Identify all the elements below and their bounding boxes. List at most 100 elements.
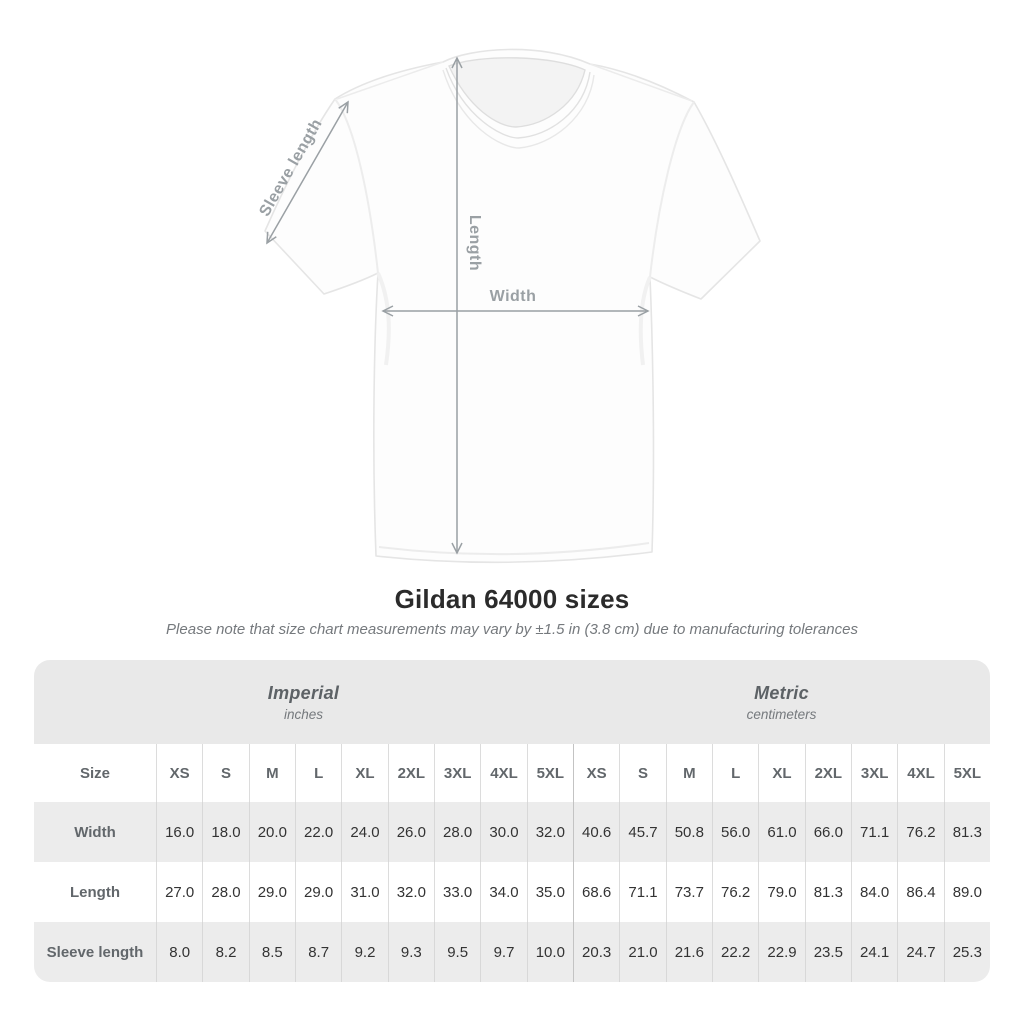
size-header-metric-l: L [711,744,759,802]
shoulder-seam-right [589,63,693,102]
width-imperial-xl: 24.0 [341,802,388,862]
fold-right [638,276,652,366]
size-header-imperial-s: S [202,744,249,802]
size-header-metric-s: S [619,744,666,802]
size-header-metric-5xl: 5XL [943,744,990,802]
width-imperial-m: 20.0 [248,802,295,862]
length-metric-3xl: 84.0 [850,862,898,922]
size-header-metric-xl: XL [758,744,805,802]
width-imperial-s: 18.0 [202,802,249,862]
sleeve-metric-2xl: 23.5 [804,922,851,982]
length-imperial-l: 29.0 [294,862,342,922]
size-header-imperial-5xl: 5XL [526,744,573,802]
row-label-sleeve-length: Sleeve length [34,922,156,982]
row-label-width: Width [34,802,156,862]
imperial-unit: inches [283,706,323,722]
sleeve-length-arrow [266,100,349,245]
sleeve-imperial-xl: 9.2 [341,922,388,982]
width-arrow [381,305,650,317]
sleeve-imperial-4xl: 9.7 [480,922,527,982]
width-metric-s: 45.7 [619,802,666,862]
sleeve-seam-right [649,101,695,278]
width-imperial-l: 22.0 [294,802,342,862]
size-header-imperial-xs: XS [156,744,203,802]
sleeve-metric-m: 21.6 [665,922,712,982]
imperial-title: Imperial [267,682,340,703]
sleeve-metric-3xl: 24.1 [850,922,898,982]
collar-opening [448,57,586,128]
sleeve-metric-4xl: 24.7 [897,922,944,982]
tshirt-measurement-diagram: Sleeve length Length Width [256,48,761,564]
metric-section-header: Metric centimeters [572,660,990,744]
length-metric-xs: 68.6 [572,862,620,922]
length-metric-xl: 79.0 [758,862,805,922]
size-header-metric-xs: XS [572,744,620,802]
sleeve-metric-xs: 20.3 [572,922,620,982]
length-imperial-5xl: 35.0 [526,862,573,922]
size-header-imperial-3xl: 3XL [433,744,481,802]
size-table: Imperial inches Metric centimeters Size … [34,660,990,982]
length-imperial-2xl: 32.0 [387,862,434,922]
width-metric-2xl: 66.0 [804,802,851,862]
width-imperial-3xl: 28.0 [433,802,481,862]
sleeve-metric-5xl: 25.3 [943,922,990,982]
width-imperial-2xl: 26.0 [387,802,434,862]
fold-left [376,272,391,366]
width-metric-xl: 61.0 [758,802,805,862]
size-header-metric-3xl: 3XL [850,744,898,802]
size-header-imperial-l: L [294,744,342,802]
width-metric-l: 56.0 [711,802,759,862]
sleeve-metric-xl: 22.9 [758,922,805,982]
length-imperial-3xl: 33.0 [433,862,481,922]
length-label: Length [466,215,483,271]
sleeve-imperial-l: 8.7 [294,922,342,982]
size-header-imperial-4xl: 4XL [480,744,527,802]
length-imperial-m: 29.0 [248,862,295,922]
width-metric-xs: 40.6 [572,802,620,862]
width-metric-m: 50.8 [665,802,712,862]
length-imperial-s: 28.0 [202,862,249,922]
size-header-imperial-xl: XL [341,744,388,802]
size-header-metric-m: M [665,744,712,802]
sleeve-imperial-s: 8.2 [202,922,249,982]
width-metric-4xl: 76.2 [897,802,944,862]
tshirt-body [264,48,761,564]
width-label: Width [490,288,537,305]
sleeve-imperial-xs: 8.0 [156,922,203,982]
collar-rib-2 [442,69,595,149]
length-metric-5xl: 89.0 [943,862,990,922]
size-header-metric-4xl: 4XL [897,744,944,802]
length-metric-m: 73.7 [665,862,712,922]
hem-stitch [378,542,650,556]
sleeve-metric-l: 22.2 [711,922,759,982]
sleeve-imperial-3xl: 9.5 [433,922,481,982]
width-imperial-xs: 16.0 [156,802,203,862]
sleeve-seam-left [334,98,379,274]
imperial-section-header: Imperial inches [34,660,573,744]
length-metric-4xl: 86.4 [897,862,944,922]
width-imperial-4xl: 30.0 [480,802,527,862]
tshirt-graphic: Sleeve length Length Width [256,48,761,564]
row-label-length: Length [34,862,156,922]
length-imperial-xl: 31.0 [341,862,388,922]
page-title: Gildan 64000 sizes [394,584,630,614]
metric-title: Metric [754,682,809,703]
length-arrow [451,56,463,555]
width-imperial-5xl: 32.0 [526,802,573,862]
width-metric-5xl: 81.3 [943,802,990,862]
sleeve-imperial-m: 8.5 [248,922,295,982]
tolerance-note: Please note that size chart measurements… [166,621,858,638]
length-metric-2xl: 81.3 [804,862,851,922]
length-imperial-4xl: 34.0 [480,862,527,922]
size-header-imperial-m: M [248,744,295,802]
length-metric-l: 76.2 [711,862,759,922]
collar-rib-1 [445,67,591,139]
sleeve-imperial-5xl: 10.0 [526,922,573,982]
shoulder-seam-left [336,61,444,100]
length-metric-s: 71.1 [619,862,666,922]
width-metric-3xl: 71.1 [850,802,898,862]
metric-unit: centimeters [746,706,817,722]
size-header-imperial-2xl: 2XL [387,744,434,802]
sleeve-metric-s: 21.0 [619,922,666,982]
length-imperial-xs: 27.0 [156,862,203,922]
